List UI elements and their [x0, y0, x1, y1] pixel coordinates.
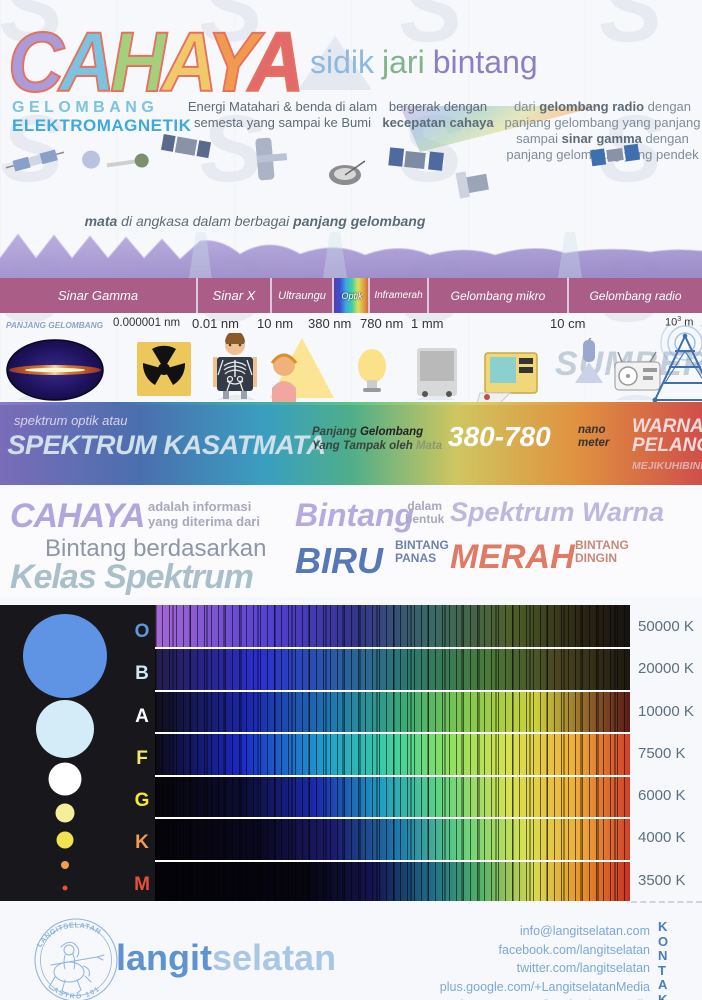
- svg-text:LANGITSELATAN: LANGITSELATAN: [35, 920, 103, 948]
